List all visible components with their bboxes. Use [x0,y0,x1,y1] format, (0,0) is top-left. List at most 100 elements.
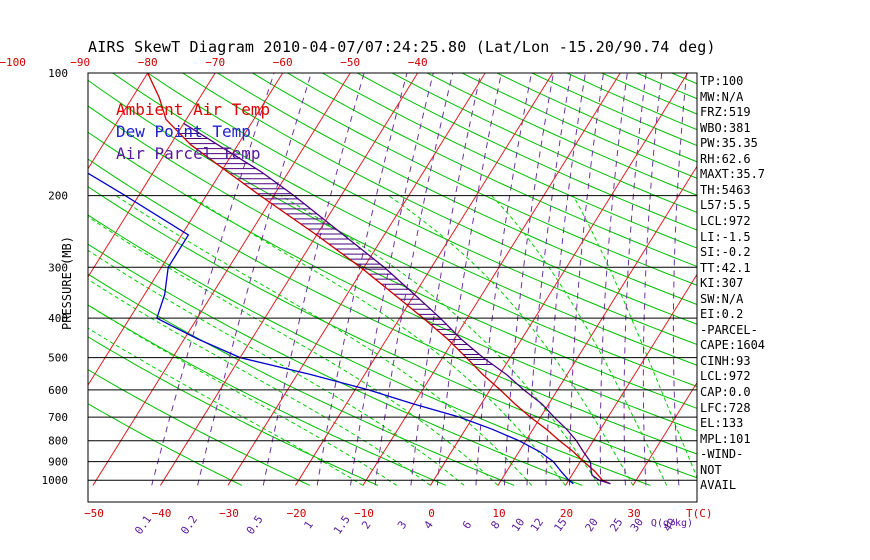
index-line: LCL:972 [700,213,751,228]
plot-area [0,64,870,486]
legend-dewpoint: Dew Point Temp [116,122,251,141]
pressure-tick-label: 400 [48,312,68,325]
bottom-temp-tick-label: 20 [560,507,573,520]
dry-adiabat [217,73,697,306]
index-line: TP:100 [700,74,744,88]
index-line: PW:35.35 [700,136,758,151]
index-line: L57:5.5 [700,198,751,213]
mixing-ratio-tick-label: 25 [607,516,625,534]
pressure-tick-label: 900 [48,456,68,469]
isotherm [362,73,621,486]
isotherm [768,64,870,485]
mixing-ratio-tick-label: 40 [661,516,679,534]
index-line: CAPE:1604 [700,338,766,353]
dry-adiabat [777,73,870,485]
mixing-ratio-line [599,73,628,486]
isotherm [88,73,149,170]
pressure-tick-label: 100 [48,67,68,80]
index-line: MPL:101 [700,431,751,446]
index-line: TT:42.1 [700,260,751,275]
y-axis-label: PRESSURE (MB) [60,236,74,330]
chart-title: AIRS SkewT Diagram 2010-04-07/07:24:25.8… [88,38,716,56]
bottom-temp-tick-label: 30 [627,507,640,520]
isotherm [227,73,486,486]
index-line: RH:62.6 [700,151,751,166]
dry-adiabat [88,158,697,455]
legend-ambient: Ambient Air Temp [116,100,271,119]
index-line: FRZ:519 [700,105,751,120]
index-line: NOT [700,462,722,477]
dry-adiabat [391,73,697,213]
legend-parcel: Air Parcel Temp [116,144,261,163]
mixing-ratio-tick-label: 8 [488,519,502,532]
dry-adiabat [812,73,870,485]
index-line: MAXT:35.7 [700,167,766,182]
moist-adiabat [88,249,465,486]
bottom-temp-tick-label: −40 [152,507,172,520]
dry-adiabat [742,73,870,485]
mixing-ratio-line [475,73,532,486]
isotherm [92,73,351,486]
top-temp-tick-label: −40 [408,56,428,69]
index-line: LFC:728 [700,400,751,415]
index-line: MW:N/A [700,89,744,104]
moist-adiabat [88,327,364,486]
bottom-temp-tick-label: −20 [287,507,307,520]
pressure-tick-label: 500 [48,352,68,365]
dry-adiabat [252,73,697,286]
mixing-ratio-tick-label: 3 [395,519,409,532]
mixing-ratio-line [410,73,482,486]
dry-adiabat [88,214,651,486]
dry-adiabat [88,273,515,486]
isotherm [294,73,554,486]
mixing-ratio-tick-label: 6 [460,519,474,532]
isotherm [0,64,18,485]
index-line: SW:N/A [700,291,744,306]
pressure-tick-label: 700 [48,411,68,424]
isotherm [88,73,284,387]
mixing-ratio-line [526,73,572,486]
pressure-tick-label: 600 [48,384,68,397]
mixing-ratio-line [569,73,604,486]
dry-adiabat [112,73,697,366]
mixing-ratio-tick-label: 2 [359,519,373,532]
pressure-tick-label: 800 [48,435,68,448]
top-temp-tick-label: −60 [273,56,293,69]
top-temp-tick-label: −50 [340,56,360,69]
bottom-temp-tick-label: 0 [428,507,435,520]
dry-adiabat [88,79,697,388]
index-line: LI:-1.5 [700,229,751,244]
index-line: AVAIL [700,478,737,493]
series-line [88,172,574,485]
index-line: EI:0.2 [700,307,744,322]
isotherm [497,165,697,486]
index-line: WBO:381 [700,120,751,135]
mixing-ratio-line [623,73,647,486]
top-temp-tick-label: −70 [205,56,225,69]
dry-adiabat [461,73,697,179]
mixing-ratio-line [642,73,663,486]
moist-adiabat [388,195,634,486]
top-temp-tick-label: −100 [0,56,26,69]
series-line [183,122,611,485]
mixing-ratio-tick-label: 15 [551,516,569,534]
mixing-ratio-tick-label: 1 [301,519,315,532]
mixing-ratio-tick-label: 20 [583,516,601,534]
index-line: CINH:93 [700,353,751,368]
dry-adiabat [287,73,697,268]
mixing-ratio-line [672,73,688,486]
mixing-ratio-tick-label: 4 [421,518,436,531]
dry-adiabat [88,403,243,486]
index-line: TH:5463 [700,182,751,197]
mixing-ratio-tick-label: 1.5 [331,513,353,537]
mixing-ratio-line [262,73,365,486]
mixing-ratio-line [197,73,312,486]
dry-adiabat [88,243,583,486]
top-temp-tick-label: −80 [138,56,158,69]
mixing-ratio-tick-label: 0.5 [244,513,266,537]
index-line: LCL:972 [700,369,751,384]
bottom-temp-tick-label: 10 [492,507,505,520]
index-line: -PARCEL- [700,322,758,337]
